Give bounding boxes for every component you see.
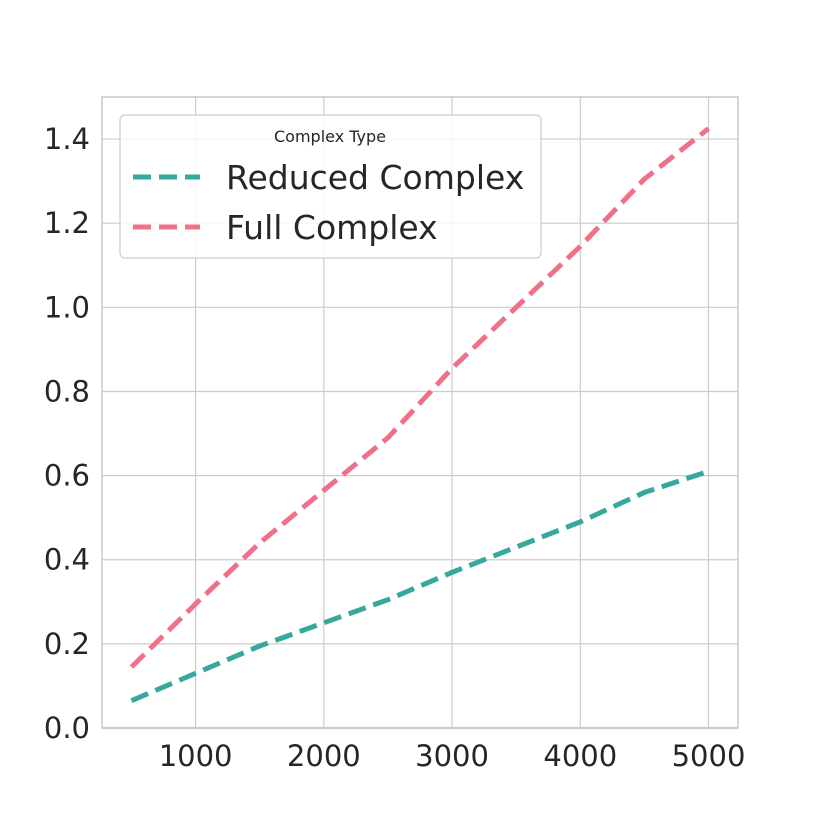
x-tick-label: 3000	[415, 739, 489, 773]
legend-label-full-complex: Full Complex	[226, 208, 438, 247]
series-layer	[129, 126, 711, 703]
y-tick-label: 0.4	[44, 543, 90, 577]
y-tick-labels: 0.0 0.2 0.4 0.6 0.8 1.0 1.2 1.4	[44, 122, 90, 745]
y-tick-label: 1.4	[44, 122, 90, 156]
y-tick-label: 0.0	[44, 711, 90, 745]
x-tick-label: 2000	[287, 739, 361, 773]
y-tick-label: 1.2	[44, 206, 90, 240]
legend-box	[119, 114, 542, 259]
legend-title: Complex Type	[274, 127, 386, 146]
series-line-full-complex	[129, 126, 711, 669]
plot-area-frame	[101, 96, 739, 729]
x-tick-label: 5000	[672, 739, 746, 773]
y-tick-label: 1.0	[44, 290, 90, 324]
y-tick-label: 0.8	[44, 374, 90, 408]
legend: Complex Type Reduced Complex Full Comple…	[119, 114, 542, 259]
x-tick-labels: 1000 2000 3000 4000 5000	[159, 739, 746, 773]
y-tick-label: 0.2	[44, 627, 90, 661]
legend-label-reduced-complex: Reduced Complex	[226, 158, 524, 197]
series-line-reduced-complex	[130, 469, 710, 703]
x-tick-label: 1000	[159, 739, 233, 773]
y-tick-label: 0.6	[44, 459, 90, 493]
x-tick-label: 4000	[543, 739, 617, 773]
